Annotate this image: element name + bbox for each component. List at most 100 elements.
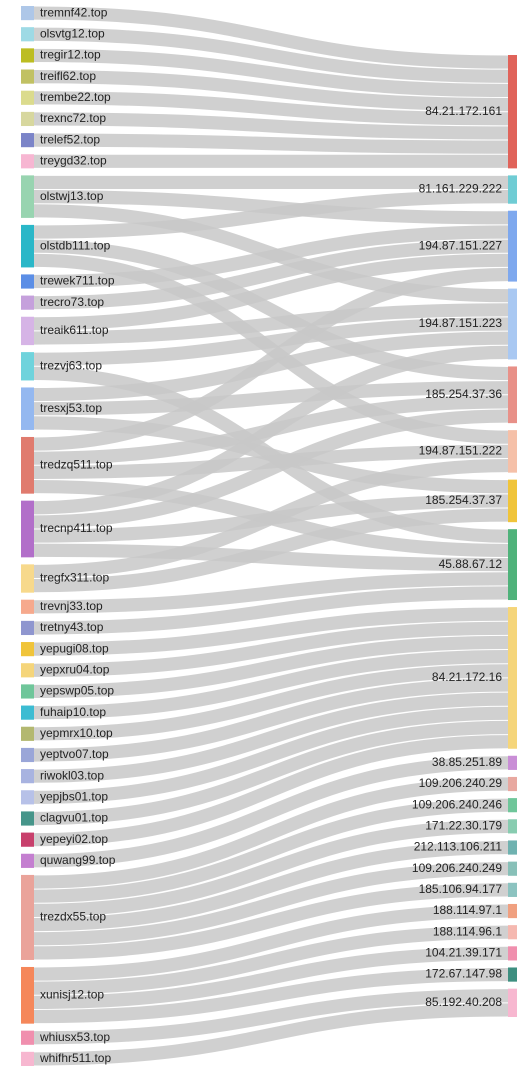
source-label-riwokl03-top: riwokl03.top <box>40 768 104 782</box>
link-yepswp05-top-to-84-21-172-16 <box>33 635 509 699</box>
target-label-84-21-172-16: 84.21.172.16 <box>432 670 502 684</box>
source-node-clagvu01-top <box>21 811 34 826</box>
target-label-188-114-96-1: 188.114.96.1 <box>433 924 503 938</box>
link-trezvj63-top-to-194-87-151-223 <box>33 317 509 366</box>
source-node-treifl62-top <box>21 69 34 84</box>
source-label-yepeyi02-top: yepeyi02.top <box>40 832 108 846</box>
target-node-171-22-30-179 <box>508 819 517 834</box>
source-node-trembe22-top <box>21 90 34 105</box>
link-trezdx55-top-to-109-206-240-29 <box>33 777 509 889</box>
source-node-trecnp411-top <box>21 500 34 558</box>
source-label-xunisj12-top: xunisj12.top <box>40 987 104 1001</box>
link-trezdx55-top-to-109-206-240-246 <box>33 798 509 903</box>
source-node-tregir12-top <box>21 48 34 63</box>
source-node-tregfx311-top <box>21 564 34 593</box>
link-olstwj13-top-to-194-87-151-227 <box>33 190 509 225</box>
link-tregir12-top-to-84-21-172-161 <box>33 48 509 98</box>
link-tretny43-top-to-45-88-67-12 <box>33 586 509 635</box>
source-label-olstdb111-top: olstdb111.top <box>40 238 111 252</box>
target-label-109-206-240-29: 109.206.240.29 <box>419 776 503 790</box>
source-label-tremnf42-top: tremnf42.top <box>40 5 108 19</box>
link-trevnj33-top-to-45-88-67-12 <box>33 572 509 614</box>
source-node-xunisj12-top <box>21 966 34 1024</box>
source-node-tresxj53-top <box>21 387 34 430</box>
link-trelef52-top-to-84-21-172-161 <box>33 133 509 154</box>
source-label-trevnj33-top: trevnj33.top <box>40 599 103 613</box>
target-node-109-206-240-246 <box>508 798 517 813</box>
source-node-whiusx53-top <box>21 1030 34 1045</box>
source-label-tregir12-top: tregir12.top <box>40 48 101 62</box>
source-label-yeptvo07-top: yeptvo07.top <box>40 747 109 761</box>
target-label-85-192-40-208: 85.192.40.208 <box>425 995 502 1009</box>
link-xunisj12-top-to-172-67-147-98 <box>33 967 509 1024</box>
source-label-treifl62-top: treifl62.top <box>40 69 96 83</box>
source-node-olstwj13-top <box>21 175 34 218</box>
target-label-185-254-37-37: 185.254.37.37 <box>425 493 502 507</box>
link-tregfx311-top-to-185-254-37-37 <box>33 508 509 593</box>
target-label-104-21-39-171: 104.21.39.171 <box>425 946 502 960</box>
target-label-81-161-229-222: 81.161.229.222 <box>419 182 503 196</box>
source-node-treygd32-top <box>21 154 34 169</box>
source-label-trembe22-top: trembe22.top <box>40 90 111 104</box>
link-quwang99-top-to-38-85-251-89 <box>33 756 509 868</box>
link-layer <box>33 6 509 1066</box>
label-layer: tremnf42.top olsvtg12.top tregir12.top trei… <box>39 5 502 1065</box>
link-trezdx55-top-to-212-113-106-211 <box>33 840 509 932</box>
target-label-171-22-30-179: 171.22.30.179 <box>425 819 502 833</box>
source-label-yepugi08-top: yepugi08.top <box>40 641 109 655</box>
source-node-tredzq511-top <box>21 436 34 494</box>
source-label-yepswp05-top: yepswp05.top <box>40 684 114 698</box>
source-node-yepugi08-top <box>21 642 34 657</box>
link-tresxj53-top-to-185-254-37-37 <box>33 416 509 494</box>
node-layer <box>21 6 517 1066</box>
source-label-whifhr511-top: whifhr511.top <box>39 1051 111 1065</box>
source-node-tretny43-top <box>21 620 34 636</box>
link-olsvtg12-top-to-84-21-172-161 <box>33 27 509 83</box>
source-label-tredzq511-top: tredzq511.top <box>40 457 113 471</box>
target-label-185-106-94-177: 185.106.94.177 <box>419 882 503 896</box>
link-tregfx311-top-to-194-87-151-222 <box>33 458 509 579</box>
link-trecnp411-top-to-185-254-37-36 <box>33 409 509 529</box>
target-node-45-88-67-12 <box>508 529 517 601</box>
target-node-194-87-151-227 <box>508 210 517 282</box>
source-node-yepeyi02-top <box>21 832 34 847</box>
source-label-fuhaip10-top: fuhaip10.top <box>40 705 106 719</box>
source-node-trelef52-top <box>21 133 34 148</box>
target-node-212-113-106-211 <box>508 840 517 855</box>
target-label-194-87-151-227: 194.87.151.227 <box>419 238 503 252</box>
target-node-104-21-39-171 <box>508 946 517 961</box>
link-whifhr511-top-to-85-192-40-208 <box>33 1003 509 1066</box>
source-label-trexnc72-top: trexnc72.top <box>40 111 106 125</box>
link-trecro73-top-to-194-87-151-227 <box>33 239 509 310</box>
source-label-trezdx55-top: trezdx55.top <box>40 910 106 924</box>
link-tremnf42-top-to-84-21-172-161 <box>33 6 509 69</box>
source-node-yepjbs01-top <box>21 790 34 805</box>
link-trembe22-top-to-84-21-172-161 <box>33 91 509 126</box>
source-label-yepxru04-top: yepxru04.top <box>40 662 110 676</box>
source-node-yepxru04-top <box>21 663 34 678</box>
target-node-188-114-97-1 <box>508 903 517 919</box>
target-node-194-87-151-223 <box>508 288 517 360</box>
source-node-yepswp05-top <box>21 684 34 699</box>
link-treifl62-top-to-84-21-172-161 <box>33 70 509 112</box>
target-node-85-192-40-208 <box>508 988 517 1017</box>
target-label-188-114-97-1: 188.114.97.1 <box>433 903 503 917</box>
link-yepjbs01-top-to-84-21-172-16 <box>33 706 509 804</box>
link-xunisj12-top-to-104-21-39-171 <box>33 946 509 1009</box>
source-label-treygd32-top: treygd32.top <box>40 153 107 167</box>
source-node-olstdb111-top <box>21 224 34 268</box>
link-treaik611-top-to-194-87-151-227 <box>33 253 509 331</box>
source-node-trevnj33-top <box>21 599 34 614</box>
source-label-trewek711-top: trewek711.top <box>40 274 115 288</box>
target-label-212-113-106-211: 212.113.106.211 <box>414 840 503 854</box>
target-node-109-206-240-249 <box>508 861 517 876</box>
source-node-treaik611-top <box>21 316 34 346</box>
source-node-trezdx55-top <box>21 874 34 960</box>
source-node-olsvtg12-top <box>21 27 34 42</box>
target-node-109-206-240-29 <box>508 776 517 792</box>
link-yepxru04-top-to-84-21-172-16 <box>33 621 509 677</box>
link-trezdx55-top-to-185-106-94-177 <box>33 883 509 960</box>
target-node-194-87-151-222 <box>508 430 517 473</box>
source-node-tremnf42-top <box>21 6 34 21</box>
